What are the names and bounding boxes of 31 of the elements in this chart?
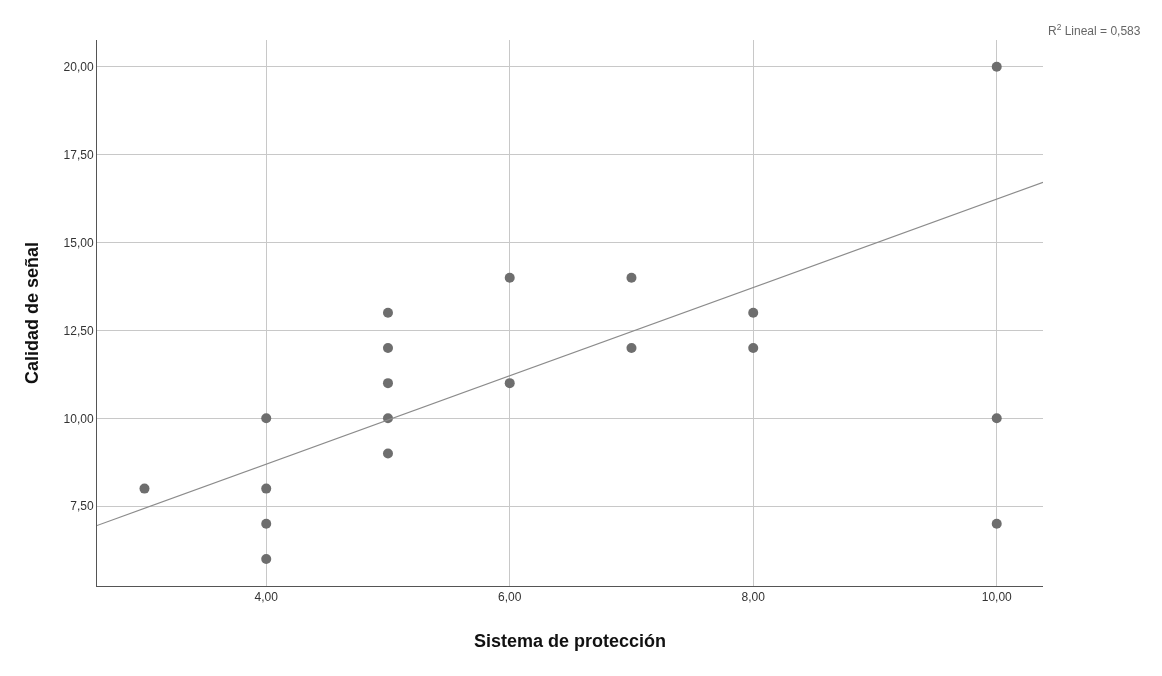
point xyxy=(261,518,272,529)
point xyxy=(991,413,1002,424)
x-tick-label: 6,00 xyxy=(498,590,522,605)
point xyxy=(382,448,393,459)
x-axis-title: Sistema de protección xyxy=(473,630,667,651)
y-tick-label: 20,00 xyxy=(63,59,94,74)
point xyxy=(626,342,637,353)
point xyxy=(382,307,393,318)
point xyxy=(139,483,150,494)
x-tick-label: 10,00 xyxy=(981,590,1013,605)
point xyxy=(382,342,393,353)
point xyxy=(382,378,393,389)
y-tick-label: 10,00 xyxy=(63,411,94,426)
point xyxy=(991,518,1002,529)
y-tick-label: 12,50 xyxy=(63,323,94,338)
point xyxy=(626,272,637,283)
y-tick-label: 15,00 xyxy=(63,235,94,250)
point xyxy=(261,553,272,564)
point xyxy=(748,342,759,353)
text: R$^{2}$ Lineal = 0,583 xyxy=(1048,22,1141,39)
point xyxy=(991,61,1002,72)
point xyxy=(261,483,272,494)
y-tick-label: 7,50 xyxy=(70,499,94,514)
point xyxy=(261,413,272,424)
point xyxy=(748,307,759,318)
y-axis-title: Calidad de señal xyxy=(21,241,42,385)
y-tick-label: 17,50 xyxy=(63,147,94,162)
x-tick-label: 4,00 xyxy=(254,590,279,605)
point xyxy=(504,378,515,389)
point xyxy=(504,272,515,283)
x-tick-label: 8,00 xyxy=(741,590,766,605)
